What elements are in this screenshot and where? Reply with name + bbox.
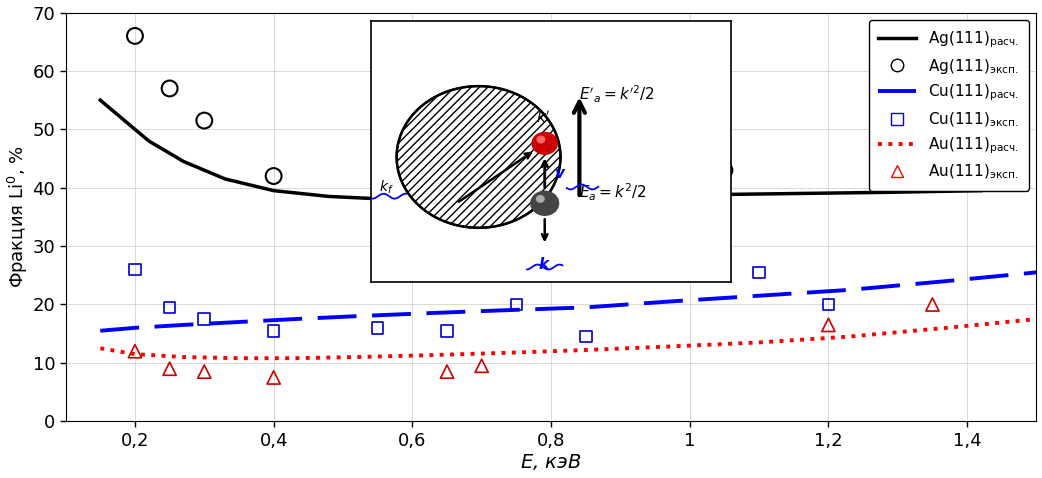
- Point: [127, 348, 144, 355]
- Legend: Ag(111)$_\mathregular{расч.}$, Ag(111)$_\mathregular{эксп.}$, Cu(111)$_\mathregu: Ag(111)$_\mathregular{расч.}$, Ag(111)$_…: [869, 20, 1028, 191]
- Point: [508, 301, 525, 308]
- Point: [127, 32, 144, 40]
- Point: [127, 266, 144, 273]
- Point: [681, 187, 698, 195]
- Point: [162, 304, 178, 311]
- Point: [820, 301, 837, 308]
- Point: [266, 374, 282, 381]
- Point: [196, 315, 213, 323]
- Point: [820, 321, 837, 329]
- Point: [508, 166, 525, 174]
- Point: [162, 85, 178, 92]
- Point: [750, 269, 767, 276]
- Point: [196, 117, 213, 124]
- Point: [439, 368, 455, 375]
- Point: [266, 172, 282, 180]
- Point: [473, 362, 490, 369]
- Point: [266, 327, 282, 335]
- Point: [439, 327, 455, 335]
- Point: [716, 166, 733, 174]
- Point: [162, 365, 178, 372]
- Point: [473, 155, 490, 163]
- Point: [924, 301, 941, 308]
- Point: [577, 333, 594, 340]
- Point: [369, 324, 386, 332]
- X-axis label: $E$, кэВ: $E$, кэВ: [520, 453, 581, 472]
- Y-axis label: Фракция Li$^0$, %: Фракция Li$^0$, %: [5, 146, 29, 288]
- Point: [196, 368, 213, 375]
